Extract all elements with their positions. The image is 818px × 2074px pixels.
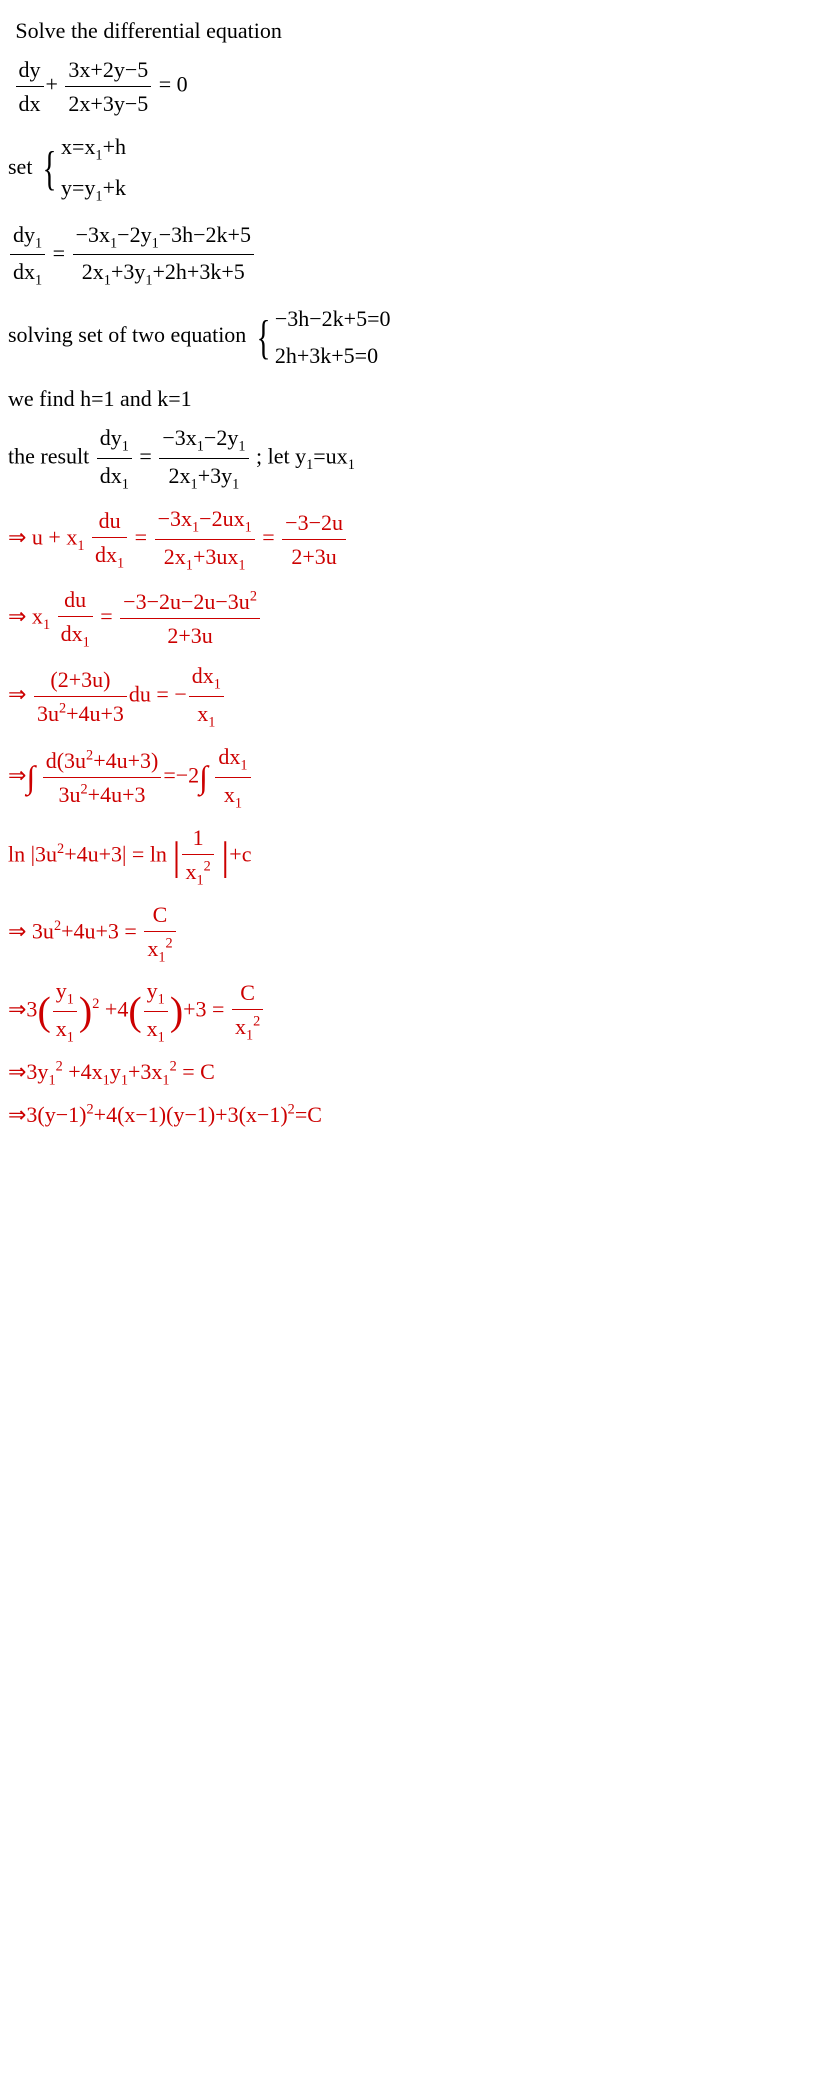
- frac: dy1dx1: [97, 421, 132, 496]
- frac: Cx12: [144, 898, 175, 969]
- paren: (y1x1): [37, 974, 92, 1049]
- line-eq-original: dydx+ 3x+2y−52x+3y−5 = 0: [8, 53, 810, 120]
- line-step1: ⇒ u + x1 dudx1 = −3x1−2ux12x1+3ux1 = −3−…: [8, 502, 810, 577]
- line-step8: ⇒3y12 +4x1y1+3x12 = C: [8, 1055, 810, 1092]
- line-step5: ln |3u2+4u+3| = ln |1x12 |+c: [8, 821, 810, 892]
- frac: −3x1−2y1−3h−2k+52x1+3y1+2h+3k+5: [73, 218, 254, 293]
- brace: {−3h−2k+5=02h+3k+5=0: [252, 298, 391, 376]
- frac: dx1x1: [189, 659, 224, 734]
- frac: dudx1: [58, 583, 93, 654]
- line-final: ⇒3(y−1)2+4(x−1)(y−1)+3(x−1)2=C: [8, 1098, 810, 1131]
- abs: |1x12 |: [172, 821, 229, 892]
- line-step4: ⇒∫ d(3u2+4u+3)3u2+4u+3=−2∫ dx1x1: [8, 740, 810, 815]
- frac: −3x1−2ux12x1+3ux1: [155, 502, 255, 577]
- frac: y1x1: [53, 974, 77, 1049]
- frac: dy1dx1: [10, 218, 45, 293]
- frac: y1x1: [144, 974, 168, 1049]
- frac: 1x12: [182, 821, 213, 892]
- frac: dx1x1: [215, 740, 250, 815]
- frac: −3−2u−2u−3u22+3u: [120, 585, 260, 652]
- line-step6: ⇒ 3u2+4u+3 = Cx12: [8, 898, 810, 969]
- line-step3: ⇒ (2+3u)3u2+4u+3du = −dx1x1: [8, 659, 810, 734]
- frac: dudx1: [92, 504, 127, 575]
- text: Solve the differential equation: [8, 18, 282, 43]
- line-result: the result dy1dx1 = −3x1−2y12x1+3y1 ; le…: [8, 421, 810, 496]
- line-set: set {x=x1+hy=y1+k: [8, 126, 810, 212]
- integral-icon: ∫: [26, 753, 35, 801]
- line-step7: ⇒3(y1x1)2 +4(y1x1)+3 = Cx12: [8, 974, 810, 1049]
- frac: −3x1−2y12x1+3y1: [159, 421, 248, 496]
- frac: d(3u2+4u+3)3u2+4u+3: [43, 744, 162, 811]
- line-solving: solving set of two equation {−3h−2k+5=02…: [8, 298, 810, 376]
- line-step2: ⇒ x1 dudx1 = −3−2u−2u−3u22+3u: [8, 583, 810, 654]
- frac: −3−2u2+3u: [282, 506, 346, 573]
- frac: dydx: [16, 53, 44, 120]
- line-problem: Solve the differential equation: [8, 14, 810, 47]
- paren: (y1x1): [128, 974, 183, 1049]
- frac: (2+3u)3u2+4u+3: [34, 663, 127, 730]
- integral-icon: ∫: [199, 753, 208, 801]
- line-dy1dx1: dy1dx1 = −3x1−2y1−3h−2k+52x1+3y1+2h+3k+5: [8, 218, 810, 293]
- frac: 3x+2y−52x+3y−5: [65, 53, 151, 120]
- line-wefind: we find h=1 and k=1: [8, 382, 810, 415]
- frac: Cx12: [232, 976, 263, 1047]
- brace: {x=x1+hy=y1+k: [38, 126, 126, 212]
